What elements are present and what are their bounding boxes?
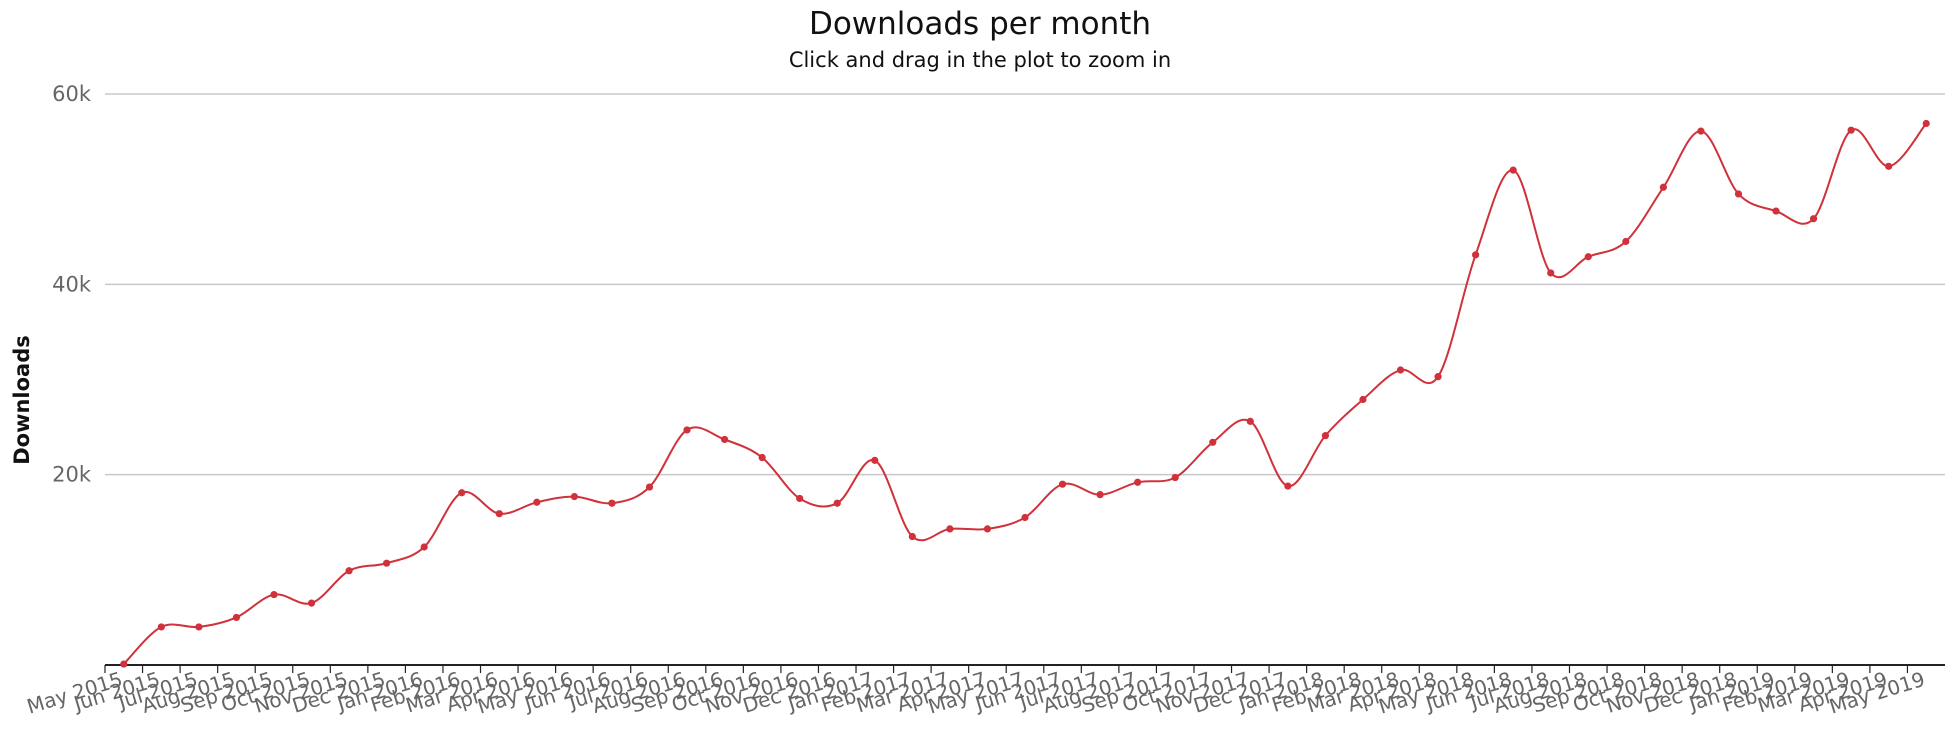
data-point bbox=[1321, 432, 1330, 440]
data-point bbox=[645, 483, 654, 491]
data-point bbox=[758, 453, 766, 462]
data-point bbox=[1284, 482, 1292, 490]
data-point bbox=[270, 590, 278, 599]
y-tick-label: 40k bbox=[52, 272, 92, 296]
data-point bbox=[1847, 126, 1855, 134]
data-point bbox=[796, 494, 804, 503]
data-point bbox=[871, 456, 879, 464]
data-point bbox=[833, 499, 841, 507]
data-point bbox=[458, 489, 466, 497]
data-point bbox=[383, 559, 391, 567]
data-point bbox=[195, 623, 203, 631]
data-point bbox=[1472, 251, 1480, 259]
data-point bbox=[1134, 478, 1142, 486]
data-point bbox=[1171, 473, 1179, 482]
data-point bbox=[1809, 215, 1818, 223]
data-point bbox=[608, 499, 616, 507]
data-point bbox=[307, 599, 316, 607]
data-point bbox=[533, 498, 541, 506]
data-point bbox=[157, 623, 165, 631]
y-tick-label: 20k bbox=[52, 463, 92, 487]
data-point bbox=[1058, 480, 1067, 488]
data-point bbox=[908, 532, 916, 541]
data-point bbox=[1021, 513, 1029, 522]
data-point bbox=[1396, 366, 1405, 374]
data-point bbox=[1772, 207, 1780, 215]
data-point bbox=[1584, 253, 1592, 261]
data-point bbox=[720, 435, 729, 444]
data-point bbox=[1509, 166, 1517, 174]
data-point bbox=[1547, 269, 1555, 277]
data-point bbox=[1359, 395, 1367, 404]
y-tick-label: 60k bbox=[52, 82, 92, 106]
data-point bbox=[1209, 438, 1217, 446]
data-point bbox=[570, 492, 578, 501]
chart-subtitle: Click and drag in the plot to zoom in bbox=[788, 48, 1172, 72]
data-point bbox=[1734, 190, 1743, 198]
data-point bbox=[1622, 237, 1630, 246]
data-point bbox=[946, 525, 954, 533]
data-point bbox=[420, 543, 428, 551]
chart-title: Downloads per month bbox=[808, 6, 1152, 42]
data-point bbox=[345, 567, 353, 575]
data-point bbox=[1697, 127, 1705, 135]
data-point bbox=[1922, 119, 1930, 128]
y-axis-label: Downloads bbox=[10, 335, 34, 465]
data-point bbox=[1434, 373, 1442, 381]
data-point bbox=[1885, 162, 1893, 170]
data-point bbox=[495, 510, 503, 518]
data-point bbox=[120, 660, 128, 668]
data-point bbox=[1096, 491, 1104, 499]
data-point bbox=[232, 613, 241, 622]
series-line bbox=[123, 122, 1927, 665]
data-point bbox=[683, 426, 691, 434]
data-point bbox=[1659, 183, 1667, 191]
data-point bbox=[983, 525, 992, 533]
data-point bbox=[1246, 417, 1254, 425]
